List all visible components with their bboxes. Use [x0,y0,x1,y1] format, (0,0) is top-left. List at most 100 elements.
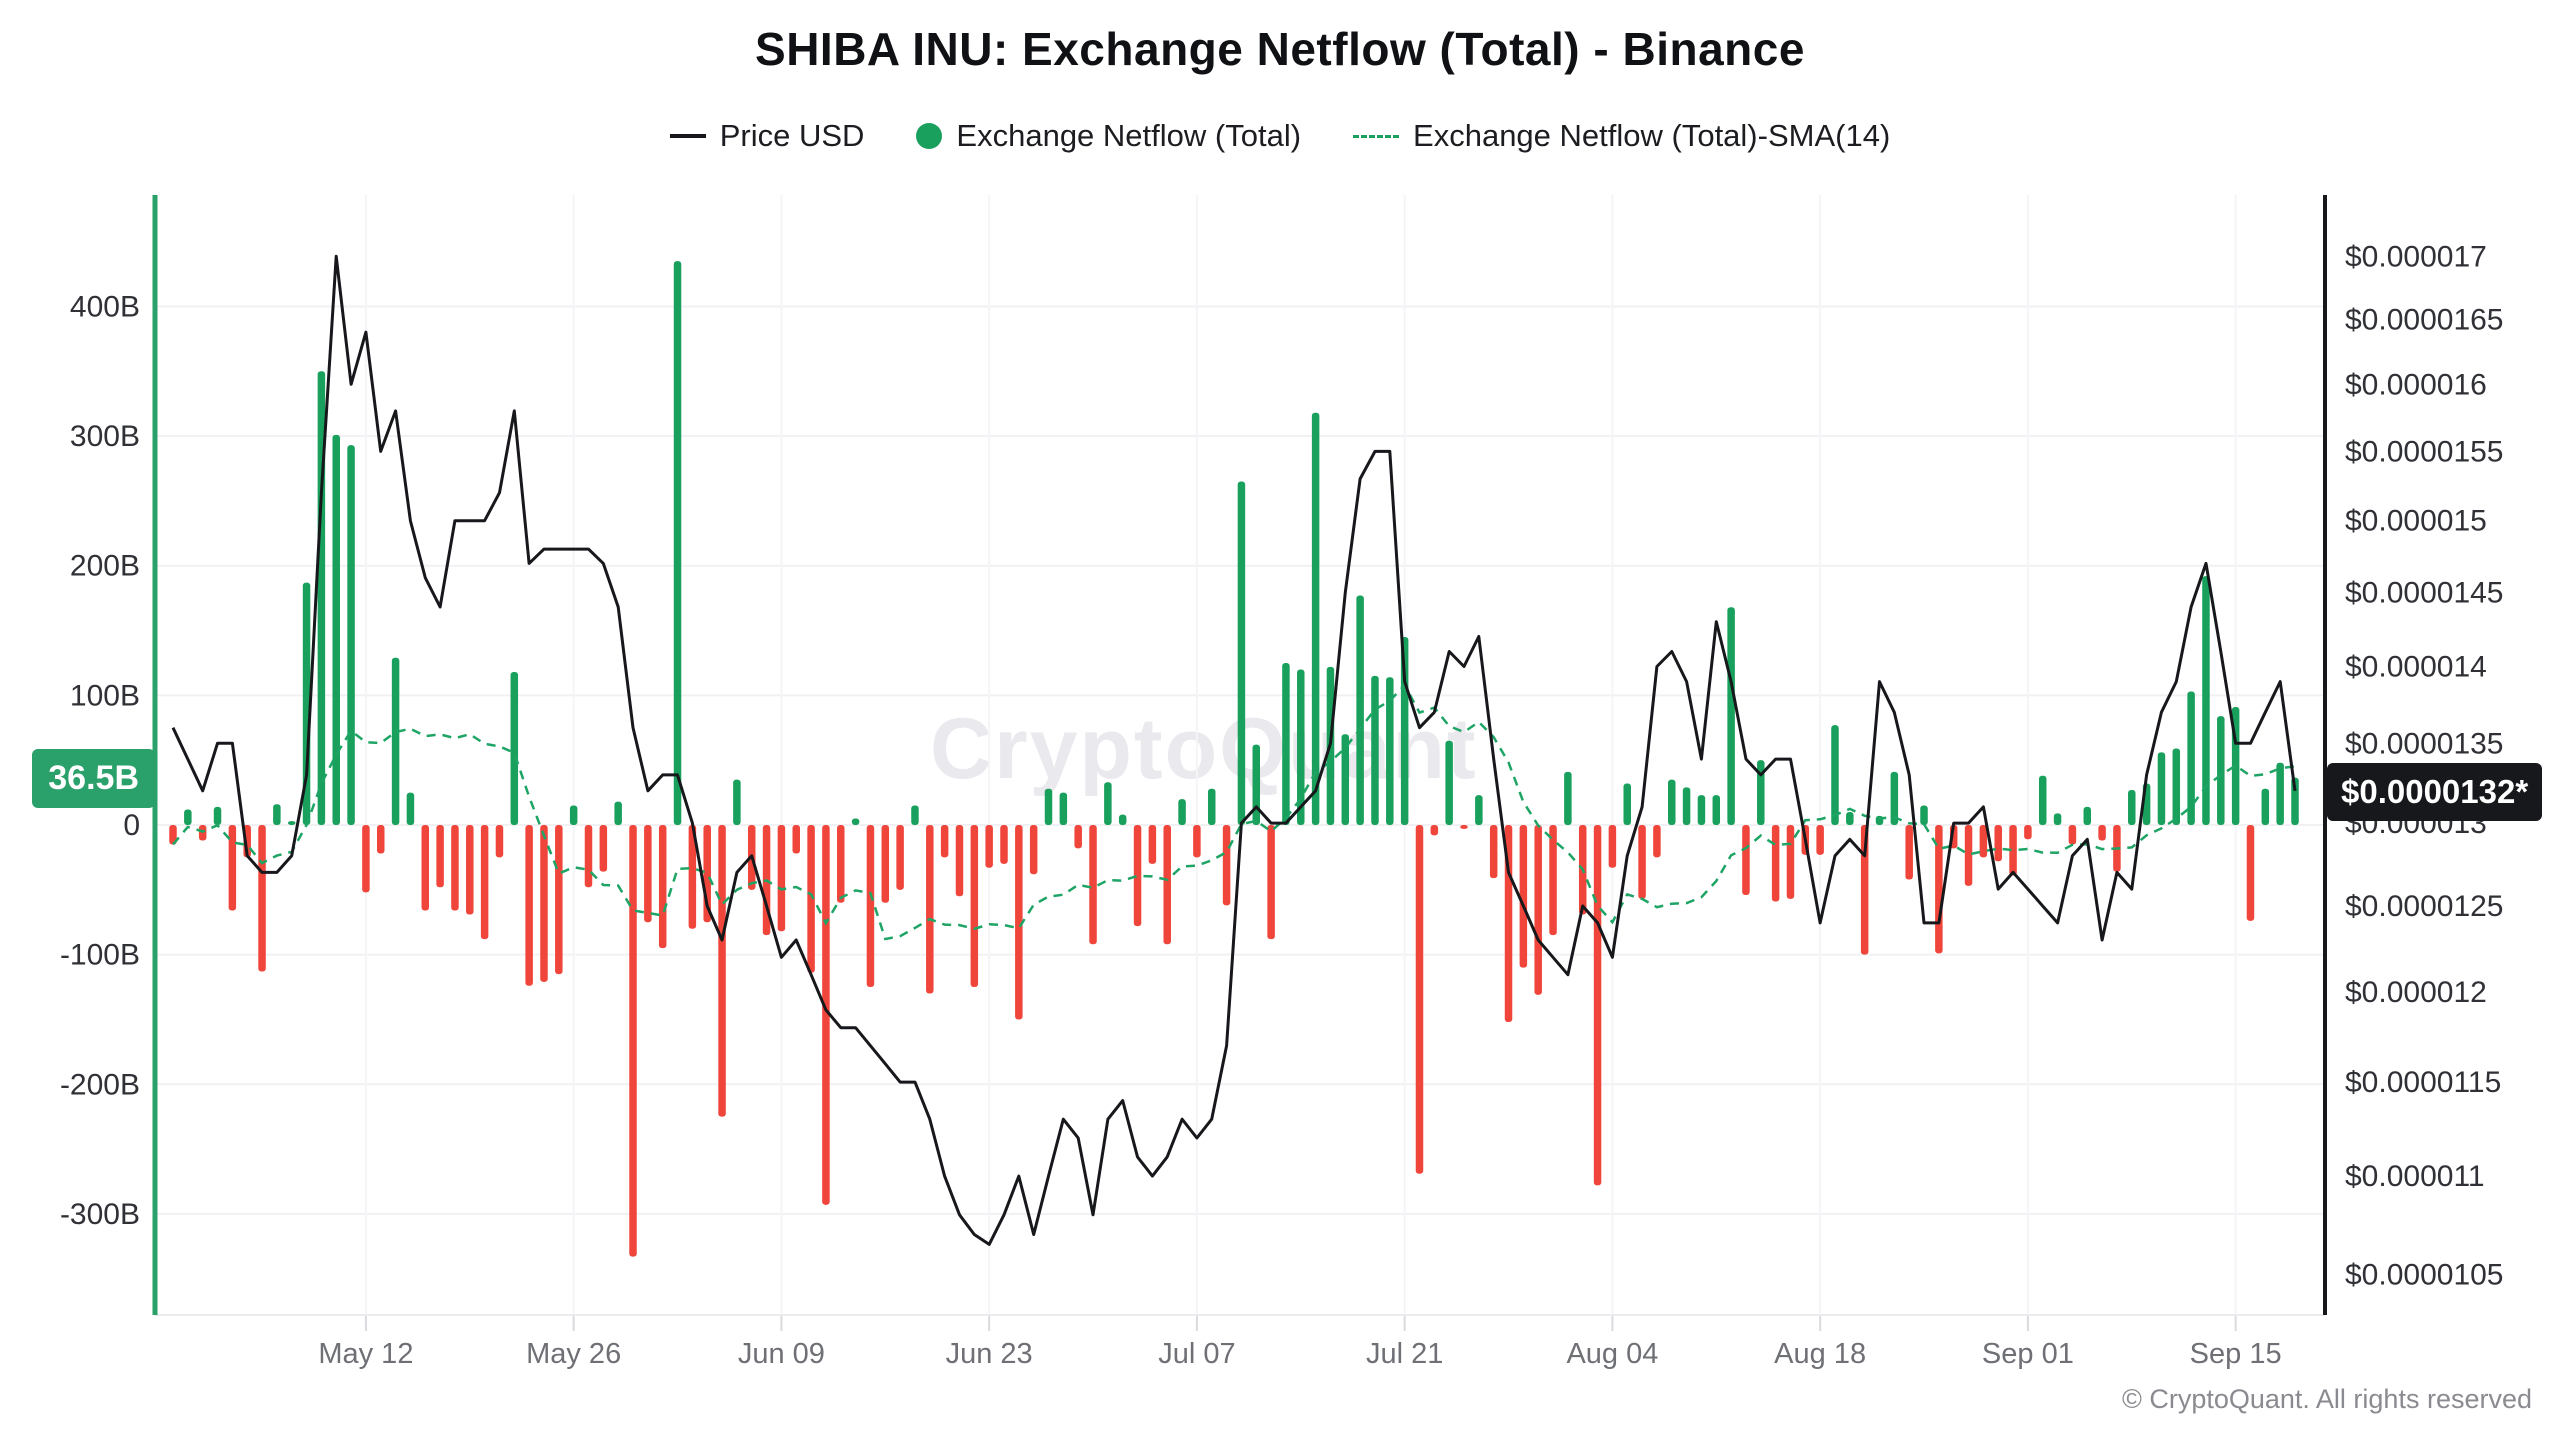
netflow-bar [1727,607,1735,825]
latest-price-badge: $0.0000132* [2327,762,2543,821]
netflow-bar [1935,825,1943,954]
svg-text:Sep 01: Sep 01 [1982,1338,2074,1370]
svg-text:-200B: -200B [60,1068,140,1101]
latest-netflow-badge: 36.5B [32,748,155,808]
netflow-bar [1638,825,1646,899]
netflow-bar [1252,744,1261,825]
netflow-bar [1148,825,1157,864]
netflow-bar [792,825,800,854]
svg-text:Jul 21: Jul 21 [1366,1338,1443,1370]
netflow-bar [376,825,385,854]
svg-text:Aug 18: Aug 18 [1774,1338,1866,1370]
netflow-bar [1890,771,1899,825]
svg-text:$0.000011: $0.000011 [2345,1160,2485,1193]
netflow-bar [1831,725,1839,825]
netflow-bar [599,825,608,872]
right-axis-labels: $0.000017 $0.0000165 $0.000016 $0.0000155 $0… [2345,240,2504,1291]
netflow-bar [332,434,340,825]
page-title: SHIBA INU: Exchange Netflow (Total) - Bi… [755,23,1805,75]
netflow-bar [1386,677,1394,825]
netflow-bar [911,805,919,825]
svg-text:$0.0000125: $0.0000125 [2345,890,2504,923]
netflow-bar [970,825,979,988]
netflow-bar [2053,813,2062,825]
netflow-bar [1994,825,2002,862]
netflow-bar [2009,825,2017,876]
netflow-bar [1489,825,1498,879]
netflow-bar [1282,662,1290,825]
netflow-bar [1104,782,1112,825]
netflow-bar [495,825,504,858]
netflow-bar [2128,790,2136,825]
netflow-bar [391,657,400,825]
netflow-bar [881,825,890,903]
legend-label-netflow: Exchange Netflow (Total) [956,118,1302,153]
svg-text:Aug 04: Aug 04 [1566,1338,1658,1370]
left-axis-labels: 400B 300B 200B 100B 0 -100B -200B -300B [60,290,140,1230]
netflow-bar [525,825,533,986]
netflow-bar [1534,825,1542,995]
netflow-bar [480,825,489,940]
netflow-bar [1163,825,1171,945]
netflow-bar [1000,825,1008,864]
netflow-bar [1207,788,1216,825]
netflow-bar [2157,752,2166,825]
netflow-bar [569,805,578,825]
netflow-bar [1860,825,1869,955]
netflow-bar [1237,481,1246,825]
netflow-bar [347,445,355,825]
netflow-bar [985,825,993,868]
netflow-bar [837,825,845,903]
netflow-bar [1593,825,1602,1186]
svg-text:$0.000012: $0.000012 [2345,976,2487,1009]
netflow-bar [629,825,637,1257]
x-tick-marks [155,1314,2325,1331]
svg-text:$0.0000115: $0.0000115 [2345,1066,2501,1099]
netflow-bar [866,825,875,988]
netflow-bar [1356,595,1364,825]
netflow-bar [1519,825,1528,968]
netflow-bar [851,818,860,825]
netflow-bar [1044,788,1053,825]
netflow-bar [1267,825,1275,940]
netflow-bar [1029,825,1038,875]
sma-dash-icon [1353,134,1400,138]
legend-item-netflow[interactable]: Exchange Netflow (Total) [916,118,1301,154]
netflow-bar [733,779,741,825]
copyright-footer: © CryptoQuant. All rights reserved [2121,1384,2532,1414]
netflow-dot-icon [916,123,943,149]
sma-line [172,682,2296,941]
netflow-bar [273,804,281,825]
netflow-bar [1133,825,1142,927]
netflow-bar [777,825,786,932]
netflow-bar [1757,760,1765,825]
netflow-bar [1623,783,1631,825]
svg-text:May 12: May 12 [318,1338,413,1370]
netflow-bar [1089,825,1097,945]
netflow-bar [1608,825,1617,868]
svg-text:Jun 23: Jun 23 [946,1338,1033,1370]
legend-item-price[interactable]: Price USD [669,118,864,154]
netflow-bar [584,825,593,888]
netflow-bar [1430,825,1439,836]
netflow-bar [258,825,266,972]
netflow-bar [1118,814,1127,825]
netflow-bar [1059,792,1068,825]
svg-text:Sep 15: Sep 15 [2190,1338,2282,1370]
netflow-bar [718,825,726,1117]
svg-text:200B: 200B [70,550,140,583]
svg-text:$0.0000155: $0.0000155 [2345,435,2504,468]
netflow-bar [406,792,415,825]
netflow-bar [688,825,697,929]
legend-item-sma[interactable]: Exchange Netflow (Total)-SMA(14) [1353,118,1890,154]
svg-text:$0.000017: $0.000017 [2345,240,2487,273]
netflow-bar [614,801,622,825]
netflow-bar [1341,734,1350,825]
netflow-bar [287,821,296,825]
netflow-bar [2202,576,2210,825]
svg-text:-300B: -300B [60,1198,140,1231]
netflow-bar [807,825,815,973]
netflow-bar [1697,795,1706,825]
netflow-bar [644,825,652,923]
